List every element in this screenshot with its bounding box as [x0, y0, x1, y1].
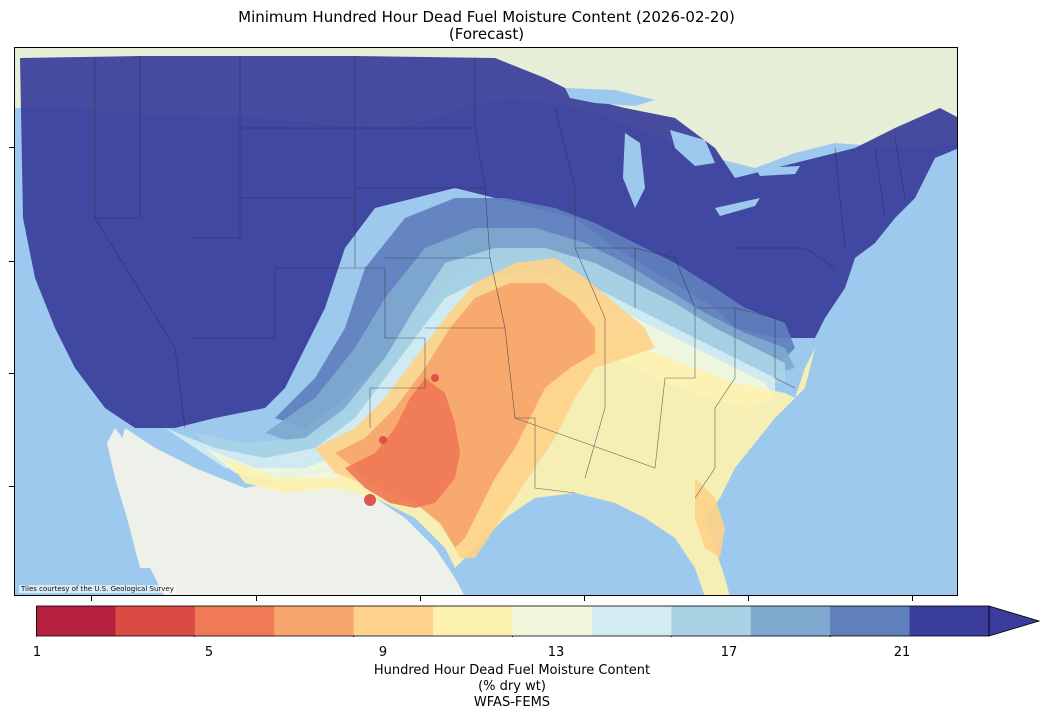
colorbar-segment	[115, 606, 196, 636]
map-attribution: Tiles courtesy of the U.S. Geological Su…	[19, 585, 176, 593]
colorbar-label-line1: Hundred Hour Dead Fuel Moisture Content	[373, 663, 651, 678]
mexico-landmass	[115, 428, 464, 595]
y-tick	[9, 261, 14, 262]
colorbar-tick-label: 17	[720, 645, 738, 660]
lake-erie	[715, 198, 760, 216]
state-borders	[94, 56, 906, 499]
lake-michigan	[623, 133, 645, 208]
colorbar-tick-label: 1	[32, 645, 42, 660]
zone-fuel-moisture-gt23	[20, 56, 957, 428]
colorbar-segment	[591, 606, 672, 636]
x-tick	[256, 596, 257, 601]
fuel-moisture-map	[15, 48, 957, 595]
y-tick	[9, 147, 14, 148]
y-tick	[9, 373, 14, 374]
colorbar-tick-label: 5	[204, 645, 214, 660]
zone-fuel-moisture-3-5	[431, 374, 439, 382]
map-frame[interactable]: Tiles courtesy of the U.S. Geological Su…	[14, 47, 958, 596]
map-title-line2: (Forecast)	[448, 25, 525, 43]
colorbar-label-line3: WFAS-FEMS	[473, 695, 551, 710]
x-tick	[584, 596, 585, 601]
colorbar-segment	[909, 606, 990, 636]
colorbar-tick-label: 9	[378, 645, 388, 660]
x-tick	[91, 596, 92, 601]
x-tick	[912, 596, 913, 601]
lake-ontario	[755, 166, 800, 176]
zone-fuel-moisture-21-23	[275, 198, 795, 428]
x-tick	[420, 596, 421, 601]
great-lakes	[565, 88, 800, 216]
colorbar-segment	[353, 606, 434, 636]
y-tick	[9, 486, 14, 487]
zone-fuel-moisture-3-5	[364, 494, 376, 506]
colorbar-segment	[750, 606, 831, 636]
lake-huron	[670, 130, 715, 166]
baja-peninsula	[107, 428, 155, 568]
colorbar-tick-label: 13	[547, 645, 565, 660]
colorbar-segment	[433, 606, 513, 636]
zone-fuel-moisture-5-7	[345, 378, 460, 508]
colorbar-segment	[512, 606, 593, 636]
colorbar-segment	[36, 606, 116, 636]
colorbar-segment	[194, 606, 275, 636]
zone-fuel-moisture-3-5	[379, 436, 387, 444]
x-tick	[748, 596, 749, 601]
zone-fuel-moisture-17-19	[195, 248, 785, 463]
colorbar-label: Hundred Hour Dead Fuel Moisture Content …	[0, 663, 1024, 711]
colorbar-segment	[274, 606, 355, 636]
map-title-line1: Minimum Hundred Hour Dead Fuel Moisture …	[238, 8, 735, 26]
map-title: Minimum Hundred Hour Dead Fuel Moisture …	[0, 9, 973, 43]
colorbar-extend-arrow	[988, 605, 1041, 637]
colorbar-tick-label: 21	[893, 645, 911, 660]
colorbar-segment	[830, 606, 911, 636]
colorbar	[36, 605, 1041, 637]
colorbar-segment	[671, 606, 752, 636]
colorbar-label-line2: (% dry wt)	[478, 679, 546, 694]
lake-superior	[565, 88, 655, 106]
